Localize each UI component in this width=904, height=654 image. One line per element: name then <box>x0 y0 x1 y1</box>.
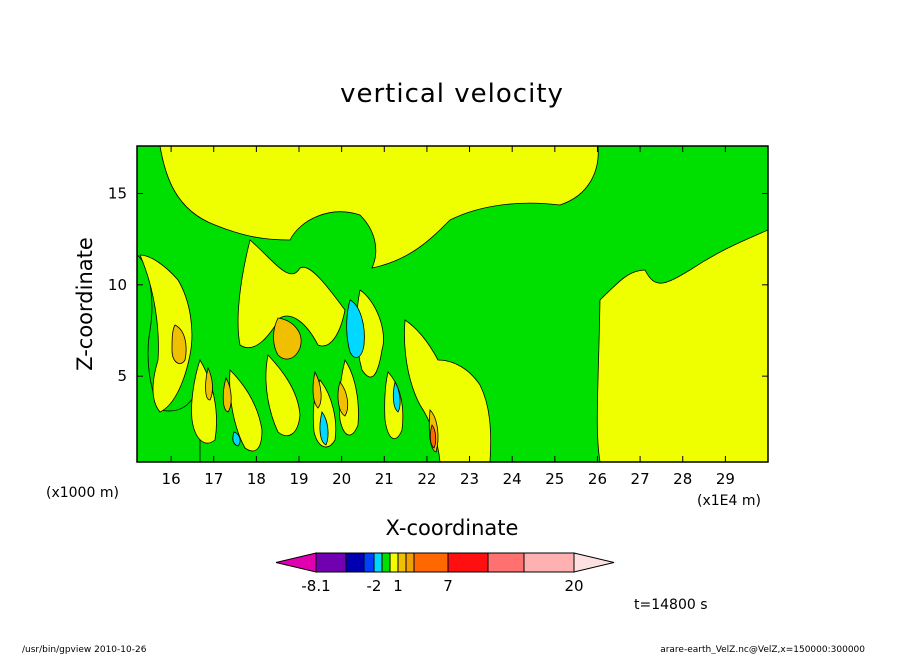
colorbar-label: -2 <box>367 577 382 595</box>
x-axis-label: X-coordinate <box>386 516 519 540</box>
colorbar-extend-low <box>275 552 317 573</box>
strong-updraft-regions <box>429 424 437 449</box>
x-tick-label: 26 <box>588 470 607 488</box>
colorbar-label: 20 <box>564 577 583 595</box>
colorbar-swatch <box>447 552 489 573</box>
x-tick-label: 29 <box>716 470 735 488</box>
y-ticks: 5 10 15 <box>108 184 768 385</box>
plot-frame <box>136 145 769 463</box>
y-tick-label: 5 <box>117 367 127 385</box>
y-axis-label: Z-coordinate <box>73 237 97 371</box>
colorbar-label: -8.1 <box>301 577 330 595</box>
colorbar-label: 7 <box>443 577 453 595</box>
footer-left: /usr/bin/gpview 2010-10-26 <box>22 645 147 654</box>
x-scale-note: (x1E4 m) <box>697 493 761 509</box>
x-tick-label: 20 <box>332 470 351 488</box>
x-tick-label: 23 <box>460 470 479 488</box>
x-tick-label: 28 <box>673 470 692 488</box>
x-tick-label: 22 <box>417 470 436 488</box>
positive-regions <box>137 146 768 462</box>
colorbar-swatch <box>487 552 525 573</box>
x-tick-label: 25 <box>545 470 564 488</box>
x-tick-label: 16 <box>162 470 181 488</box>
colorbar-extend-high <box>573 552 615 573</box>
colorbar-tick-labels: -8.1 -2 1 7 20 <box>301 577 583 595</box>
colorbar-swatch <box>381 552 391 573</box>
moderate-updraft-regions <box>171 317 439 453</box>
time-annotation: t=14800 s <box>634 597 708 613</box>
colorbar-swatch <box>315 552 347 573</box>
footer-right: arare-earth_VelZ.nc@VelZ,x=150000:300000 <box>660 645 865 654</box>
y-tick-label: 15 <box>108 184 127 202</box>
colorbar-swatch <box>397 552 407 573</box>
colorbar-swatch <box>413 552 449 573</box>
plot-area <box>137 146 768 462</box>
y-tick-label: 10 <box>108 276 127 294</box>
colorbar-swatch <box>363 552 375 573</box>
colorbar-swatch <box>405 552 415 573</box>
colorbar-swatch <box>389 552 399 573</box>
colorbar-label: 1 <box>393 577 403 595</box>
colorbar-swatch <box>345 552 365 573</box>
x-tick-label: 21 <box>375 470 394 488</box>
x-ticks: 16 17 18 19 20 21 22 23 24 25 26 27 28 29 <box>162 146 735 488</box>
x-tick-label: 27 <box>631 470 650 488</box>
x-tick-label: 18 <box>247 470 266 488</box>
chart-title: vertical velocity <box>340 79 564 109</box>
colorbar-swatch <box>373 552 383 573</box>
x-tick-label: 24 <box>503 470 522 488</box>
y-scale-note: (x1000 m) <box>46 485 119 501</box>
colorbar <box>275 552 615 573</box>
x-tick-label: 19 <box>289 470 308 488</box>
downdraft-regions <box>232 299 401 447</box>
colorbar-swatch <box>523 552 575 573</box>
x-tick-label: 17 <box>204 470 223 488</box>
